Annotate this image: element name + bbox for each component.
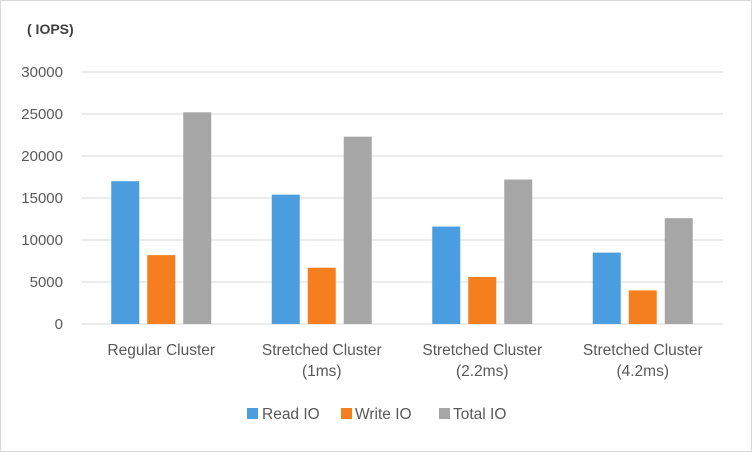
- bar-read-io: [432, 226, 461, 324]
- bar-write-io: [628, 290, 657, 324]
- legend-swatch-total-io: [439, 408, 450, 419]
- bar-read-io: [111, 181, 140, 324]
- bar-total-io: [664, 218, 693, 324]
- bar-total-io: [504, 179, 533, 324]
- x-category-label: (4.2ms): [616, 363, 669, 380]
- x-category-label: Stretched Cluster: [583, 342, 703, 359]
- bars: [111, 112, 693, 324]
- bar-read-io: [592, 252, 621, 324]
- y-axis-tick-labels: 0 5000 10000 15000 20000 25000 30000: [21, 64, 63, 333]
- legend-label-total-io: Total IO: [453, 406, 506, 423]
- gridlines: [81, 71, 723, 325]
- bar-read-io: [271, 194, 300, 324]
- legend-label-write-io: Write IO: [355, 406, 412, 423]
- x-category-label: Stretched Cluster: [262, 342, 382, 359]
- y-tick-label: 15000: [21, 190, 63, 207]
- y-tick-label: 5000: [30, 274, 63, 291]
- x-category-label: Stretched Cluster: [422, 342, 542, 359]
- bar-write-io: [307, 267, 336, 324]
- x-category-label: (2.2ms): [456, 363, 509, 380]
- y-tick-label: 10000: [21, 232, 63, 249]
- x-category-label: (1ms): [302, 363, 342, 380]
- legend-label-read-io: Read IO: [262, 406, 320, 423]
- y-tick-label: 30000: [21, 64, 63, 81]
- x-axis-category-labels: Regular Cluster Stretched Cluster (1ms) Str…: [107, 342, 702, 380]
- y-tick-label: 0: [55, 316, 63, 333]
- legend-swatch-write-io: [341, 408, 352, 419]
- y-axis-unit-label: ( IOPS): [27, 21, 74, 37]
- bar-write-io: [147, 255, 176, 324]
- x-category-label: Regular Cluster: [107, 342, 215, 359]
- y-tick-label: 25000: [21, 106, 63, 123]
- y-tick-label: 20000: [21, 148, 63, 165]
- bar-total-io: [183, 112, 212, 324]
- bar-write-io: [468, 276, 497, 324]
- legend: Read IO Write IO Total IO: [247, 406, 506, 423]
- legend-swatch-read-io: [247, 408, 258, 419]
- bar-total-io: [343, 136, 372, 324]
